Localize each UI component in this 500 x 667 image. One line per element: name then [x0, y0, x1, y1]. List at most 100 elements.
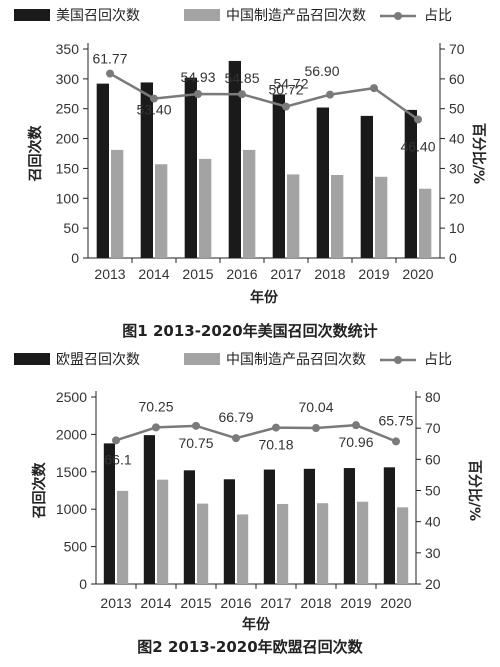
chart-2-ratio-point: [272, 423, 280, 432]
chart-2-ratio-data-label: 70.25: [138, 398, 173, 414]
chart-2-x-tick-label: 2013: [100, 595, 131, 611]
chart-2-y2-tick-label: 50: [425, 483, 441, 499]
chart-1-legend-label-primary: 美国召回次数: [56, 8, 140, 24]
chart-1-y-tick-label: 350: [56, 41, 80, 57]
chart-1-ratio-data-label: 54.85: [224, 70, 259, 86]
chart-2-ratio-point: [352, 421, 360, 430]
chart-1-bar-china: [111, 149, 124, 258]
chart-2-legend-label-ratio: 占比: [424, 352, 452, 368]
chart-2-bar-primary: [263, 469, 275, 584]
chart-2-x-tick-label: 2015: [180, 595, 211, 611]
chart-1-bar-primary: [228, 60, 241, 258]
chart-2-bar-china: [117, 490, 129, 584]
chart-2-ratio-data-label: 70.18: [258, 437, 293, 453]
chart-2-y-axis-title: 召回次数: [31, 462, 48, 519]
chart-2-y2-tick-label: 80: [425, 389, 441, 405]
chart-2-y2-axis-title: 百分比/%: [466, 460, 483, 521]
chart-1-bar-china: [419, 188, 432, 258]
chart-1-ratio-point: [106, 69, 114, 78]
chart-1-bar-china: [287, 174, 300, 258]
chart-1-y2-tick-label: 50: [449, 101, 465, 117]
chart-2-y-tick-label: 0: [79, 576, 87, 592]
chart-2-ratio-point: [112, 436, 120, 445]
chart-2-legend-marker: [394, 356, 402, 364]
chart-1-container: 美国召回次数 中国制造产品召回次数 占比 0 50 100 150 200 250 300 350 0…: [14, 8, 487, 306]
chart-1-caption: 图1 2013-2020年美国召回次数统计: [122, 322, 378, 340]
chart-2-y2-tick-label: 30: [425, 545, 441, 561]
chart-2-x-tick-label: 2018: [300, 595, 331, 611]
chart-1-y2-tick-label: 30: [449, 160, 465, 176]
chart-2-ratio-data-label: 70.96: [338, 434, 373, 450]
chart-1-bar-primary: [404, 109, 417, 258]
chart-2-y2-tick-label: 20: [425, 576, 441, 592]
chart-2-bar-primary: [183, 470, 195, 584]
chart-1-legend-marker: [394, 12, 402, 20]
chart-2-legend-swatch-china: [184, 353, 220, 365]
chart-1-x-tick-label: 2013: [94, 266, 125, 282]
chart-2-legend-label-china: 中国制造产品召回次数: [226, 352, 366, 368]
chart-1-bar-china: [243, 149, 256, 258]
chart-1-ratio-data-label: 50.72: [268, 82, 303, 98]
chart-1-y2-tick-label: 10: [449, 220, 465, 236]
chart-1-bar-primary: [140, 82, 153, 258]
chart-1-y-tick-label: 250: [56, 101, 80, 117]
chart-2-bar-primary: [223, 479, 235, 584]
chart-2-legend-swatch-primary: [14, 353, 50, 365]
chart-2-ratio-data-label: 70.75: [178, 435, 213, 451]
chart-1-bar-china: [375, 176, 388, 258]
chart-2-ratio-line: [115, 423, 397, 443]
chart-2-container: 欧盟召回次数 中国制造产品召回次数 占比 0 500 1000 1500 2000 2500 20…: [0, 346, 500, 667]
chart-2-y2-tick-label: 40: [425, 514, 441, 530]
chart-2-ratio-point: [312, 424, 320, 433]
chart-1-ratio-point: [326, 90, 334, 99]
chart-2-bar-primary: [143, 435, 155, 584]
chart-2-y2-tick-label: 60: [425, 451, 441, 467]
chart-1-x-tick-label: 2014: [138, 266, 169, 282]
chart-2-ratio-data-label: 70.04: [298, 399, 333, 415]
chart-1-ratio-data-label: 53.40: [136, 102, 171, 118]
chart-1-legend-swatch-china: [184, 9, 220, 21]
chart-1-svg: 美国召回次数 中国制造产品召回次数 占比 0 50 100 150 200 250 300 350 0…: [14, 8, 487, 306]
chart-2-ratio-point: [392, 437, 400, 446]
chart-1-x-tick-label: 2019: [358, 266, 389, 282]
chart-2-bar-china: [237, 514, 249, 584]
chart-1-x-tick-label: 2020: [402, 266, 433, 282]
chart-2-ratio-point: [152, 423, 160, 432]
chart-1-bar-china: [155, 164, 168, 258]
chart-2-y-tick-label: 1500: [56, 464, 87, 480]
chart-2-x-tick-label: 2017: [260, 595, 291, 611]
chart-2-ratio-point: [232, 434, 240, 443]
chart-1-y-axis-title: 召回次数: [27, 125, 44, 182]
chart-1-y2-tick-label: 40: [449, 131, 465, 147]
chart-1-x-tick-label: 2018: [314, 266, 345, 282]
chart-1-x-tick-label: 2016: [226, 266, 257, 282]
chart-1-legend-label-ratio: 占比: [424, 8, 452, 24]
chart-2-y-tick-label: 1000: [56, 501, 87, 517]
chart-2-bar-china: [157, 479, 169, 584]
chart-1-bar-primary: [316, 107, 329, 259]
chart-1-ratio-data-label: 46.40: [400, 138, 435, 154]
chart-1-ratio-data-label: 54.72: [273, 76, 308, 92]
chart-1-y2-tick-label: 60: [449, 71, 465, 87]
chart-1-y2-axis-title: 百分比/%: [470, 123, 487, 184]
chart-1-bar-primary: [360, 115, 373, 258]
chart-1-ratio-point: [414, 115, 422, 124]
chart-1-bar-china: [199, 158, 212, 258]
chart-1-y-tick-label: 0: [71, 250, 79, 266]
chart-1-ratio-data-label: 61.77: [92, 51, 127, 67]
chart-2-bar-primary: [343, 468, 355, 584]
chart-2-ratio-data-label: 66.1: [104, 451, 131, 467]
chart-2-y-tick-label: 500: [64, 539, 88, 555]
chart-1-y-tick-label: 300: [56, 71, 80, 87]
chart-1-x-axis-title: 年份: [250, 289, 279, 306]
chart-2-x-axis-title: 年份: [242, 616, 271, 633]
chart-2-ratio-data-label: 65.75: [378, 412, 413, 428]
chart-1-ratio-point: [282, 102, 290, 111]
chart-1-legend-label-china: 中国制造产品召回次数: [226, 8, 366, 24]
chart-1-ratio-data-label: 56.90: [304, 63, 339, 79]
chart-2-ratio-data-label: 66.79: [218, 409, 253, 425]
chart-2-bar-china: [197, 503, 209, 584]
chart-2-x-tick-label: 2014: [140, 595, 171, 611]
chart-1-y-tick-label: 200: [56, 131, 80, 147]
chart-1-ratio-point: [370, 84, 378, 93]
